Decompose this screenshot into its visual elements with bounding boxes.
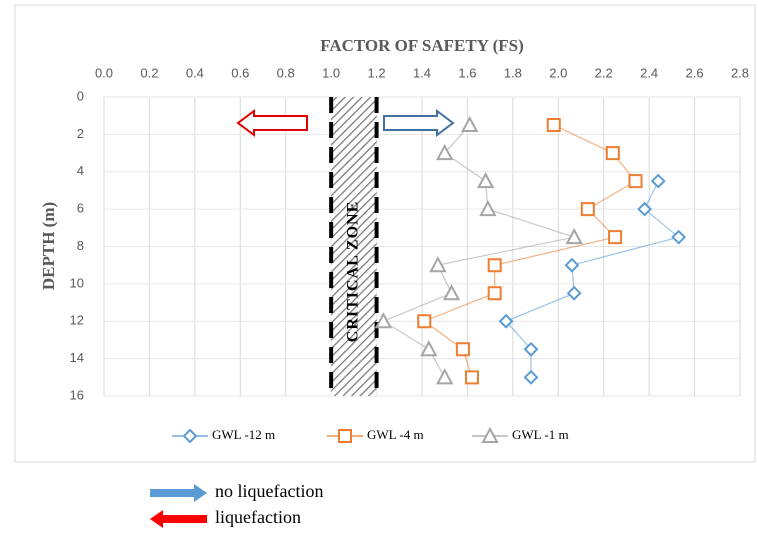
y-tick-label: 6: [77, 201, 84, 216]
series-line: [382, 124, 577, 378]
marker: [605, 146, 620, 161]
marker: [429, 256, 447, 273]
marker: [564, 257, 580, 273]
marker: [487, 258, 502, 273]
y-tick-label: 2: [77, 126, 84, 141]
marker: [498, 313, 514, 329]
marker: [546, 118, 561, 133]
marker: [464, 370, 479, 385]
legend-label: GWL -1 m: [512, 427, 569, 442]
y-axis-label: DEPTH (m): [39, 202, 58, 290]
y-tick-label: 16: [70, 387, 84, 402]
x-tick-label: 0.2: [140, 65, 158, 80]
marker: [442, 284, 461, 301]
chart-title: FACTOR OF SAFETY (FS): [320, 36, 524, 55]
y-tick-label: 12: [70, 313, 84, 328]
key-arrow: [150, 484, 207, 502]
marker: [476, 171, 495, 189]
marker: [566, 285, 582, 301]
marker: [650, 173, 666, 189]
x-tick-label: 1.0: [322, 65, 340, 80]
marker: [637, 201, 653, 217]
marker: [523, 369, 539, 385]
marker: [455, 342, 470, 357]
no-liquefaction-arrow: [383, 109, 455, 137]
marker: [417, 314, 432, 329]
x-tick-label: 1.6: [458, 65, 476, 80]
x-tick-label: 2.0: [549, 65, 567, 80]
marker: [436, 143, 454, 161]
marker: [523, 341, 539, 357]
x-tick-label: 1.2: [368, 65, 386, 80]
y-tick-label: 14: [70, 350, 84, 365]
marker: [182, 428, 198, 444]
x-tick-label: 1.4: [413, 65, 431, 80]
marker: [374, 312, 393, 329]
x-tick-label: 2.4: [640, 65, 658, 80]
zone-label: CRITICAL ZONE: [345, 201, 362, 342]
chart-frame: [14, 4, 756, 463]
marker: [608, 230, 623, 245]
y-tick-label: 10: [70, 275, 84, 290]
y-tick-label: 0: [77, 88, 84, 103]
legend-label: GWL -4 m: [367, 427, 424, 442]
marker: [628, 174, 643, 189]
critical-zone: [331, 97, 377, 396]
marker: [338, 429, 352, 443]
x-tick-label: 0.0: [95, 65, 113, 80]
marker: [487, 286, 502, 301]
marker: [420, 340, 438, 357]
liquefaction-arrow: [236, 109, 308, 137]
y-tick-label: 8: [77, 238, 84, 253]
marker: [481, 426, 499, 443]
x-tick-label: 2.8: [731, 65, 749, 80]
series-line: [505, 180, 680, 378]
key-arrow: [150, 510, 207, 528]
marker: [436, 368, 454, 385]
x-tick-label: 0.8: [277, 65, 295, 80]
key-label: liquefaction: [215, 507, 301, 527]
x-tick-label: 2.6: [686, 65, 704, 80]
series-line: [423, 124, 637, 378]
key-label: no liquefaction: [215, 481, 323, 501]
x-tick-label: 1.8: [504, 65, 522, 80]
x-tick-label: 0.4: [186, 65, 204, 80]
marker: [461, 115, 479, 133]
legend-label: GWL -12 m: [212, 427, 275, 442]
marker: [580, 202, 595, 217]
marker: [671, 229, 687, 245]
x-tick-label: 0.6: [231, 65, 249, 80]
y-tick-label: 4: [77, 163, 84, 178]
x-tick-label: 2.2: [595, 65, 613, 80]
marker: [565, 228, 583, 245]
marker: [479, 200, 497, 217]
